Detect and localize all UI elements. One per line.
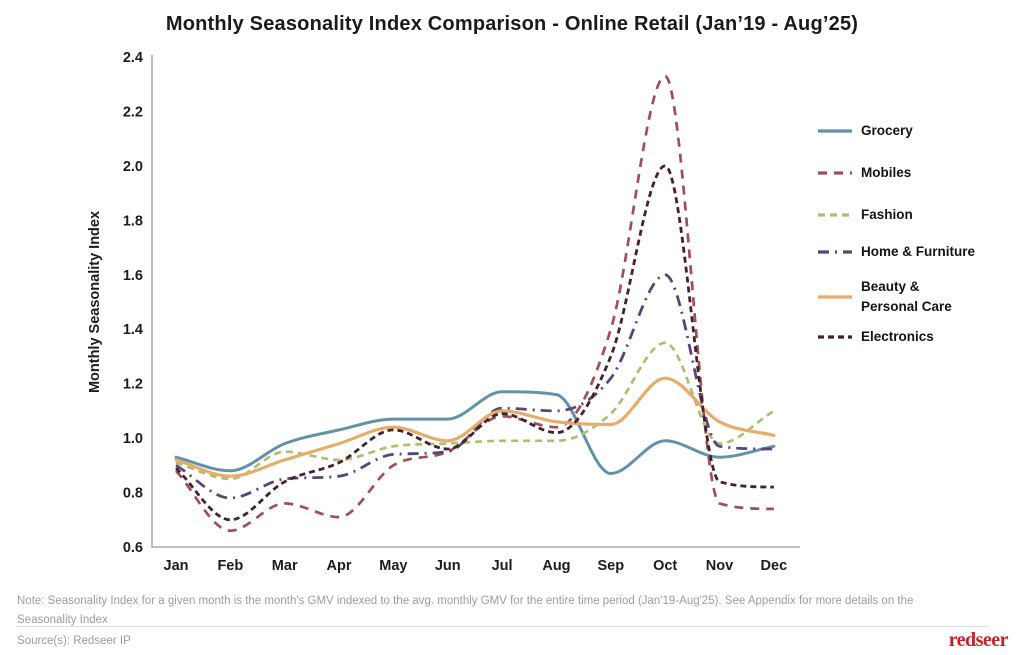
x-tick-label: Apr [327,558,352,574]
legend-label-beauty-personal-care: Beauty & Personal Care [861,279,952,314]
legend-swatch-mobiles [818,171,852,175]
legend-swatch-grocery [818,129,852,133]
footnote-text: Note: Seasonality Index for a given mont… [17,595,914,626]
footer-divider [16,626,989,627]
legend-item-fashion: Fashion [818,205,1023,225]
y-axis-title: Monthly Seasonality Index [87,211,103,393]
y-tick-label: 1.8 [123,213,143,229]
legend-swatch-electronics [818,335,852,339]
legend-label-home-furniture: Home & Furniture [861,244,976,259]
legend-item-home-furniture: Home & Furniture [818,242,1023,262]
y-tick-label: 2.2 [123,104,143,120]
series-line-fashion [175,341,775,481]
y-tick-label: 1.4 [123,322,143,338]
series-line-beauty-personal-care [174,376,776,478]
y-tick-label: 2.0 [123,159,143,175]
x-tick-label: Aug [542,558,570,574]
y-tick-label: 1.2 [123,377,143,393]
x-tick-label: Sep [598,558,625,574]
x-tick-label: Dec [761,558,788,574]
x-tick-label: Jan [164,558,189,574]
x-tick-label: Mar [272,558,298,574]
chart-title: Monthly Seasonality Index Comparison - O… [165,13,859,35]
y-tick-label: 0.6 [123,540,143,556]
legend-item-grocery: Grocery [818,121,1023,141]
legend-label-fashion: Fashion [861,207,913,222]
legend-swatch-fashion [818,213,852,217]
legend-item-electronics: Electronics [818,327,1023,347]
series-line-mobiles [175,74,774,533]
x-tick-label: Jun [435,558,461,574]
series-line-electronics [175,164,774,522]
x-tick-label: Oct [653,558,677,574]
chart-legend: Grocery Mobiles Fashion Home & Furniture Bea… [818,121,1023,347]
y-tick-label: 2.4 [123,50,143,66]
legend-swatch-beauty-personal-care [818,295,852,299]
legend-item-mobiles: Mobiles [818,163,1023,183]
y-tick-label: 1.6 [123,268,143,284]
redseer-logo: redseer [948,629,1009,651]
legend-swatch-home-furniture [818,250,852,254]
x-tick-label: Nov [706,558,733,574]
legend-label-mobiles: Mobiles [861,165,912,180]
series-line-grocery [174,390,776,476]
x-tick-label: Jul [492,558,513,574]
series-line-home-furniture [175,273,774,500]
legend-item-beauty-personal-care: Beauty & Personal Care [818,277,1023,317]
legend-label-electronics: Electronics [861,329,934,344]
legend-label-grocery: Grocery [861,123,913,138]
y-tick-label: 0.8 [123,486,143,502]
y-tick-label: 1.0 [123,431,143,447]
x-tick-label: May [379,558,407,574]
x-tick-label: Feb [217,558,243,574]
source-text: Source(s): Redseer IP [17,635,131,647]
